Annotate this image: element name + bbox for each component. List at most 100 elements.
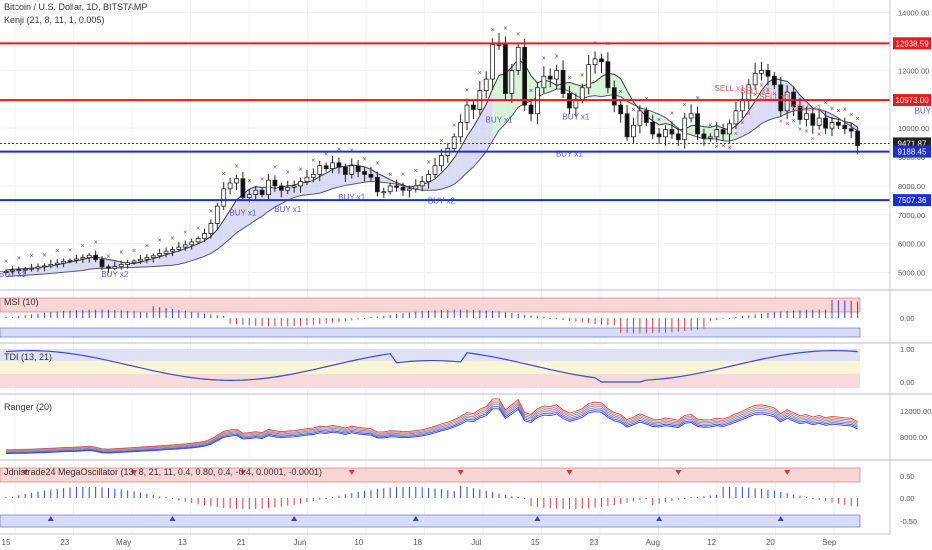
candle	[157, 248, 163, 259]
signal-x-marker: ×	[836, 108, 840, 115]
ranger-band-line	[5, 402, 858, 452]
candle	[496, 32, 502, 50]
candle	[278, 182, 284, 198]
buy-triangle-marker	[656, 516, 663, 521]
candle	[42, 263, 47, 272]
candle	[432, 157, 438, 179]
candle	[323, 162, 329, 172]
buy-signal-label: BUY x1	[486, 115, 514, 124]
candle	[413, 179, 419, 193]
buy-signal-label: BUY x1	[338, 193, 366, 202]
tdi-panel[interactable]: 1.00 0.00	[0, 342, 932, 388]
candle	[599, 53, 604, 73]
y-tick-label: 5000.00	[898, 269, 925, 278]
candle	[471, 100, 476, 120]
buy-triangle-marker	[291, 516, 298, 521]
candle	[688, 104, 694, 123]
candle	[234, 174, 239, 190]
signal-x-marker: ×	[81, 243, 85, 250]
sell-signal-label: SELL x1	[740, 87, 770, 96]
candle	[86, 252, 92, 263]
candle	[349, 158, 355, 179]
candle	[490, 38, 496, 90]
signal-x-marker: ×	[375, 161, 379, 168]
x-tick-label: 12	[707, 538, 716, 547]
y-tick-label: 8000.00	[898, 182, 925, 191]
signal-x-marker: ×	[286, 170, 290, 177]
signal-x-marker: ×	[119, 250, 123, 257]
candle	[381, 187, 387, 198]
svg-text:12938.59: 12938.59	[895, 39, 929, 48]
signal-x-marker: ×	[465, 88, 469, 95]
candle	[855, 127, 860, 154]
candle	[374, 171, 380, 197]
candle	[170, 246, 175, 257]
candle	[227, 177, 233, 195]
signal-x-marker: ×	[715, 144, 719, 151]
panel-tick-label: -0.50	[900, 517, 917, 526]
candle	[541, 66, 547, 94]
signal-x-marker: ×	[145, 243, 149, 250]
candle	[221, 182, 227, 210]
candle	[439, 149, 444, 172]
msi-panel[interactable]: 0.00	[0, 289, 932, 338]
kenji-lower-line	[5, 88, 858, 277]
signal-x-marker: ×	[503, 25, 507, 32]
sell-signal-label: SELL x1	[759, 92, 789, 101]
panel-tick-label: 0.50	[900, 472, 915, 481]
candle	[22, 266, 28, 275]
indicator-title: Kenji (21, 8, 11, 1, 0.005)	[4, 15, 105, 25]
candle	[298, 177, 303, 193]
candle	[112, 261, 118, 271]
signal-x-marker: ×	[792, 118, 796, 125]
panel-tick-label: 1.00	[900, 345, 915, 354]
signal-x-marker: ×	[234, 164, 238, 171]
buy-signal-label: BUY x1	[0, 270, 26, 279]
candle	[291, 180, 297, 193]
candle	[592, 51, 598, 74]
signal-x-marker: ×	[606, 41, 610, 48]
candle	[202, 228, 207, 242]
sell-triangle-marker	[784, 470, 791, 475]
kenji-upper-line	[5, 58, 858, 271]
ranger-panel[interactable]: 12000.00 8000.00	[0, 393, 932, 455]
y-tick-label: 12000.00	[898, 66, 929, 75]
candle	[195, 236, 201, 245]
panel-tick-label: 8000.00	[900, 433, 927, 442]
candle	[48, 259, 54, 269]
signal-x-marker: ×	[222, 171, 226, 178]
candle	[624, 104, 630, 141]
signal-x-marker: ×	[721, 143, 725, 150]
candle	[163, 247, 169, 258]
buy-signal-label: BUY x1	[915, 107, 932, 116]
x-tick-label: 20	[766, 538, 775, 547]
candle	[150, 253, 156, 263]
signal-x-marker: ×	[478, 70, 482, 77]
signal-x-marker: ×	[734, 131, 738, 138]
candle	[304, 169, 310, 186]
candle	[426, 170, 431, 189]
symbol-title: Bitcoin / U.S. Dollar, 1D, BITSTAMP	[4, 2, 148, 12]
y-tick-label: 9000.00	[898, 153, 925, 162]
x-tick-label: 15	[2, 538, 11, 547]
ranger-label: Ranger (20)	[4, 402, 53, 412]
x-tick-label: 18	[413, 538, 422, 547]
buy-triangle-marker	[169, 516, 176, 521]
x-tick-label: Aug	[646, 538, 660, 547]
signal-x-marker: ×	[708, 122, 712, 129]
candle	[656, 128, 662, 144]
price-level-tag: 7507.36	[893, 194, 931, 207]
candle	[522, 38, 528, 111]
candle	[368, 166, 374, 181]
signal-x-marker: ×	[542, 55, 546, 62]
signal-x-marker: ×	[766, 87, 770, 94]
candle	[310, 168, 316, 183]
candle	[803, 106, 809, 127]
candle	[99, 256, 105, 271]
buy-signal-label: BUY x1	[229, 209, 257, 218]
candle	[829, 116, 835, 137]
candle	[695, 106, 700, 140]
mega-oscillator-panel[interactable]: 0.50 0.00 -0.50	[0, 459, 932, 528]
sell-triangle-marker	[566, 470, 573, 475]
